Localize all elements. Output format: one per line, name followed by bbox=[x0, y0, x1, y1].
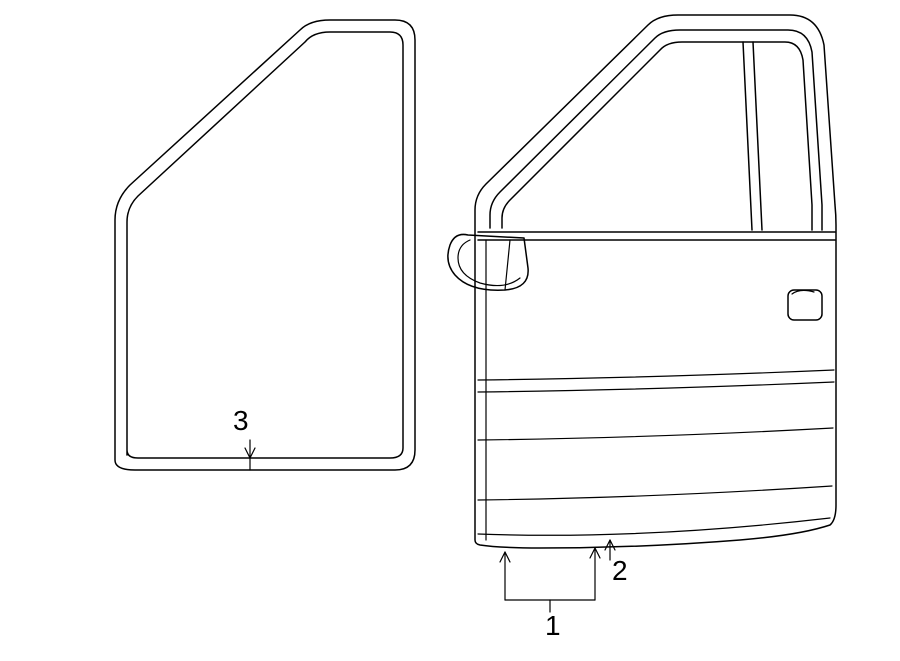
line-art bbox=[0, 0, 900, 661]
callout-label-1: 1 bbox=[545, 610, 561, 642]
callout-leaders bbox=[245, 440, 615, 612]
callout-label-2: 2 bbox=[612, 555, 628, 587]
diagram-container: 1 2 3 bbox=[0, 0, 900, 661]
side-mirror bbox=[448, 234, 528, 290]
door-handle bbox=[788, 290, 822, 320]
callout-label-3: 3 bbox=[233, 405, 249, 437]
